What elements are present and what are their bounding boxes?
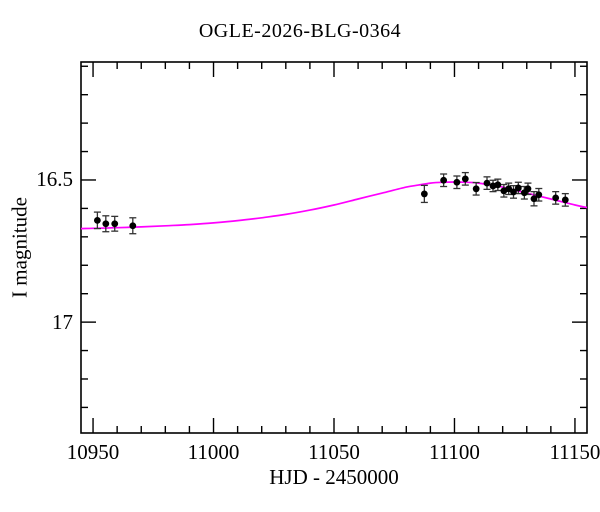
data-point — [535, 191, 543, 199]
data-point — [510, 188, 517, 196]
x-tick-label-11100: 11100 — [428, 440, 480, 464]
data-point — [494, 181, 502, 189]
plot-frame — [80, 61, 588, 434]
x-tick-label-10950: 10950 — [66, 440, 120, 464]
data-point — [440, 176, 448, 184]
plot-title: OGLE-2026-BLG-0364 — [198, 20, 402, 42]
x-tick-label-11150: 11150 — [549, 440, 600, 464]
data-points — [93, 175, 569, 230]
data-point — [111, 220, 119, 228]
data-point — [483, 179, 491, 187]
data-point — [472, 185, 480, 193]
data-point — [505, 185, 513, 193]
data-point — [561, 196, 569, 204]
y-tick-label-17: 17 — [52, 309, 73, 334]
data-point — [453, 178, 461, 186]
x-tick-label-11050: 11050 — [308, 440, 360, 464]
data-point — [461, 175, 469, 183]
data-point — [93, 216, 101, 224]
data-point — [420, 190, 428, 198]
data-point — [552, 194, 560, 202]
x-tick-label-11000: 11000 — [187, 440, 240, 464]
data-point — [129, 222, 137, 230]
y-tick-label-16-5: 16.5 — [36, 167, 73, 192]
data-point — [530, 195, 538, 203]
data-point — [524, 185, 532, 193]
x-axis-label: HJD - 2450000 — [269, 465, 399, 489]
data-point — [514, 184, 522, 192]
data-point — [102, 220, 110, 228]
axis-ticks — [81, 62, 587, 433]
